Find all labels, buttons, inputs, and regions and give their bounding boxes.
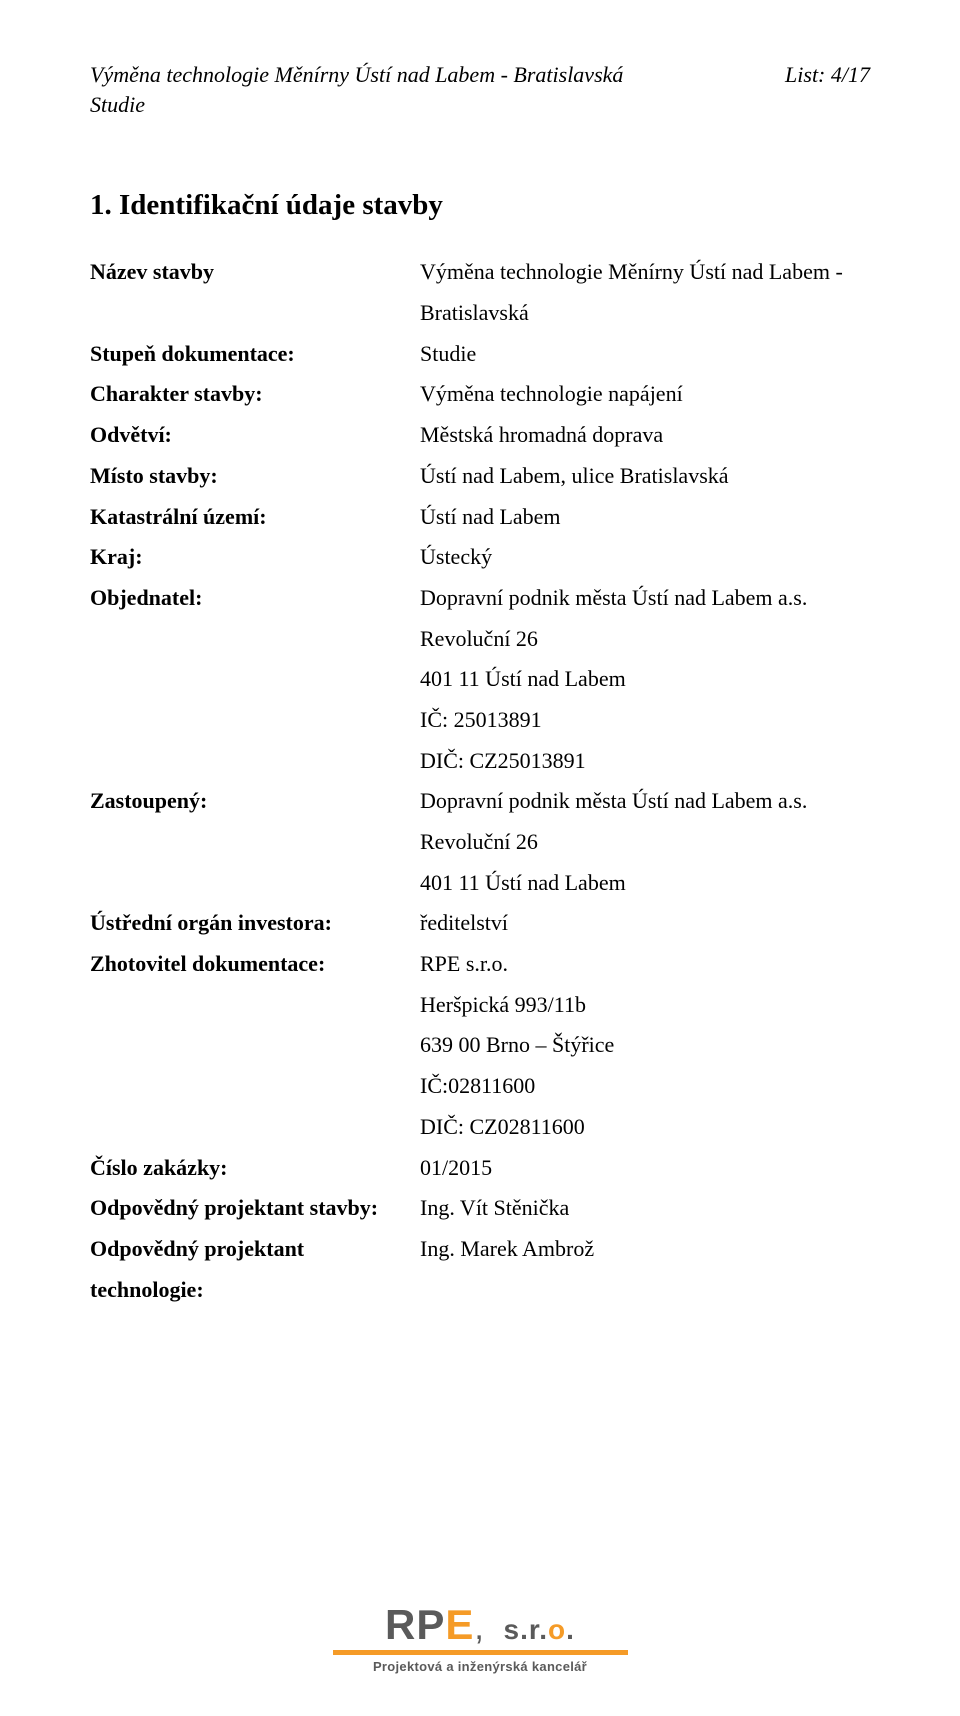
field-label: Název stavby [90, 252, 420, 333]
field-value-line: Revoluční 26 [420, 619, 870, 660]
logo-comma: , [474, 1609, 484, 1647]
field-value: Městská hromadná doprava [420, 415, 870, 456]
table-row: Název stavbyVýměna technologie Měnírny Ú… [90, 252, 870, 333]
field-value: Ing. Marek Ambrož [420, 1229, 870, 1310]
logo-letter-p: P [416, 1601, 445, 1648]
header-title-line2: Studie [90, 92, 145, 117]
field-value: Ing. Vít Stěnička [420, 1188, 870, 1229]
field-label: Místo stavby: [90, 456, 420, 497]
table-row: Zastoupený:Dopravní podnik města Ústí na… [90, 781, 870, 903]
field-value-line: Ing. Marek Ambrož [420, 1229, 870, 1270]
field-value: Dopravní podnik města Ústí nad Labem a.s… [420, 781, 870, 903]
field-value: 01/2015 [420, 1148, 870, 1189]
field-label: Charakter stavby: [90, 374, 420, 415]
table-row: Katastrální území:Ústí nad Labem [90, 497, 870, 538]
field-value: RPE s.r.o.Heršpická 993/11b639 00 Brno –… [420, 944, 870, 1147]
table-row: Odpovědný projektant stavby:Ing. Vít Stě… [90, 1188, 870, 1229]
page: Výměna technologie Měnírny Ústí nad Labe… [0, 0, 960, 1716]
table-row: Odvětví:Městská hromadná doprava [90, 415, 870, 456]
field-value: Dopravní podnik města Ústí nad Labem a.s… [420, 578, 870, 781]
company-logo: RPE, s.r.o. Projektová a inženýrská kanc… [333, 1604, 628, 1674]
field-value: Výměna technologie napájení [420, 374, 870, 415]
logo-main: RPE, s.r.o. [333, 1604, 628, 1646]
logo-sro-dot1: . [520, 1614, 529, 1645]
table-row: Odpovědný projektant technologie:Ing. Ma… [90, 1229, 870, 1310]
field-value-line: Městská hromadná doprava [420, 415, 870, 456]
field-value: Ústecký [420, 537, 870, 578]
logo-sro-r: r [529, 1614, 539, 1645]
table-row: Místo stavby:Ústí nad Labem, ulice Brati… [90, 456, 870, 497]
field-value-line: 401 11 Ústí nad Labem [420, 659, 870, 700]
section-title: 1. Identifikační údaje stavby [90, 189, 870, 222]
field-value-line: Ústí nad Labem, ulice Bratislavská [420, 456, 870, 497]
field-value-line: DIČ: CZ25013891 [420, 741, 870, 782]
field-value: Studie [420, 334, 870, 375]
field-value-line: IČ: 25013891 [420, 700, 870, 741]
identification-table: Název stavbyVýměna technologie Měnírny Ú… [90, 252, 870, 1310]
field-value: ředitelství [420, 903, 870, 944]
logo-letter-e: E [445, 1601, 474, 1648]
field-label: Zhotovitel dokumentace: [90, 944, 420, 1147]
logo-sro-o: o [548, 1614, 566, 1645]
table-row: Číslo zakázky:01/2015 [90, 1148, 870, 1189]
field-value-line: Ing. Vít Stěnička [420, 1188, 870, 1229]
field-value-line: DIČ: CZ02811600 [420, 1107, 870, 1148]
logo-sro: s.r.o. [504, 1614, 575, 1645]
field-label: Ústřední orgán investora: [90, 903, 420, 944]
field-label: Číslo zakázky: [90, 1148, 420, 1189]
field-value-line: Bratislavská [420, 293, 870, 334]
header-title-line1: Výměna technologie Měnírny Ústí nad Labe… [90, 62, 623, 87]
header-title: Výměna technologie Měnírny Ústí nad Labe… [90, 60, 623, 119]
field-value-line: Heršpická 993/11b [420, 985, 870, 1026]
logo-subtitle: Projektová a inženýrská kancelář [333, 1659, 628, 1674]
field-value-line: 639 00 Brno – Štýřice [420, 1025, 870, 1066]
field-value: Výměna technologie Měnírny Ústí nad Labe… [420, 252, 870, 333]
field-label: Kraj: [90, 537, 420, 578]
field-value-line: Výměna technologie napájení [420, 374, 870, 415]
field-value-line: 01/2015 [420, 1148, 870, 1189]
table-row: Kraj:Ústecký [90, 537, 870, 578]
logo-letter-r: R [385, 1601, 416, 1648]
field-value-line: ředitelství [420, 903, 870, 944]
page-indicator: List: 4/17 [765, 60, 870, 90]
field-value-line: Dopravní podnik města Ústí nad Labem a.s… [420, 578, 870, 619]
field-value-line: Studie [420, 334, 870, 375]
field-value-line: 401 11 Ústí nad Labem [420, 863, 870, 904]
table-row: Zhotovitel dokumentace:RPE s.r.o.Heršpic… [90, 944, 870, 1147]
table-row: Charakter stavby:Výměna technologie napá… [90, 374, 870, 415]
logo-sro-s: s [504, 1614, 521, 1645]
field-label: Stupeň dokumentace: [90, 334, 420, 375]
table-row: Stupeň dokumentace:Studie [90, 334, 870, 375]
footer: RPE, s.r.o. Projektová a inženýrská kanc… [0, 1604, 960, 1676]
field-label: Odpovědný projektant technologie: [90, 1229, 420, 1310]
field-value-line: Dopravní podnik města Ústí nad Labem a.s… [420, 781, 870, 822]
field-value-line: RPE s.r.o. [420, 944, 870, 985]
field-label: Objednatel: [90, 578, 420, 781]
field-value-line: Revoluční 26 [420, 822, 870, 863]
table-row: Ústřední orgán investora:ředitelství [90, 903, 870, 944]
field-value-line: IČ:02811600 [420, 1066, 870, 1107]
field-label: Zastoupený: [90, 781, 420, 903]
page-header: Výměna technologie Měnírny Ústí nad Labe… [90, 60, 870, 119]
field-label: Odpovědný projektant stavby: [90, 1188, 420, 1229]
logo-sro-dot3: . [566, 1614, 575, 1645]
field-label: Katastrální území: [90, 497, 420, 538]
field-value: Ústí nad Labem [420, 497, 870, 538]
field-value-line: Ústí nad Labem [420, 497, 870, 538]
field-label: Odvětví: [90, 415, 420, 456]
logo-sro-dot2: . [539, 1614, 548, 1645]
field-value: Ústí nad Labem, ulice Bratislavská [420, 456, 870, 497]
logo-divider [333, 1650, 628, 1655]
table-row: Objednatel:Dopravní podnik města Ústí na… [90, 578, 870, 781]
field-value-line: Ústecký [420, 537, 870, 578]
field-value-line: Výměna technologie Měnírny Ústí nad Labe… [420, 252, 870, 293]
